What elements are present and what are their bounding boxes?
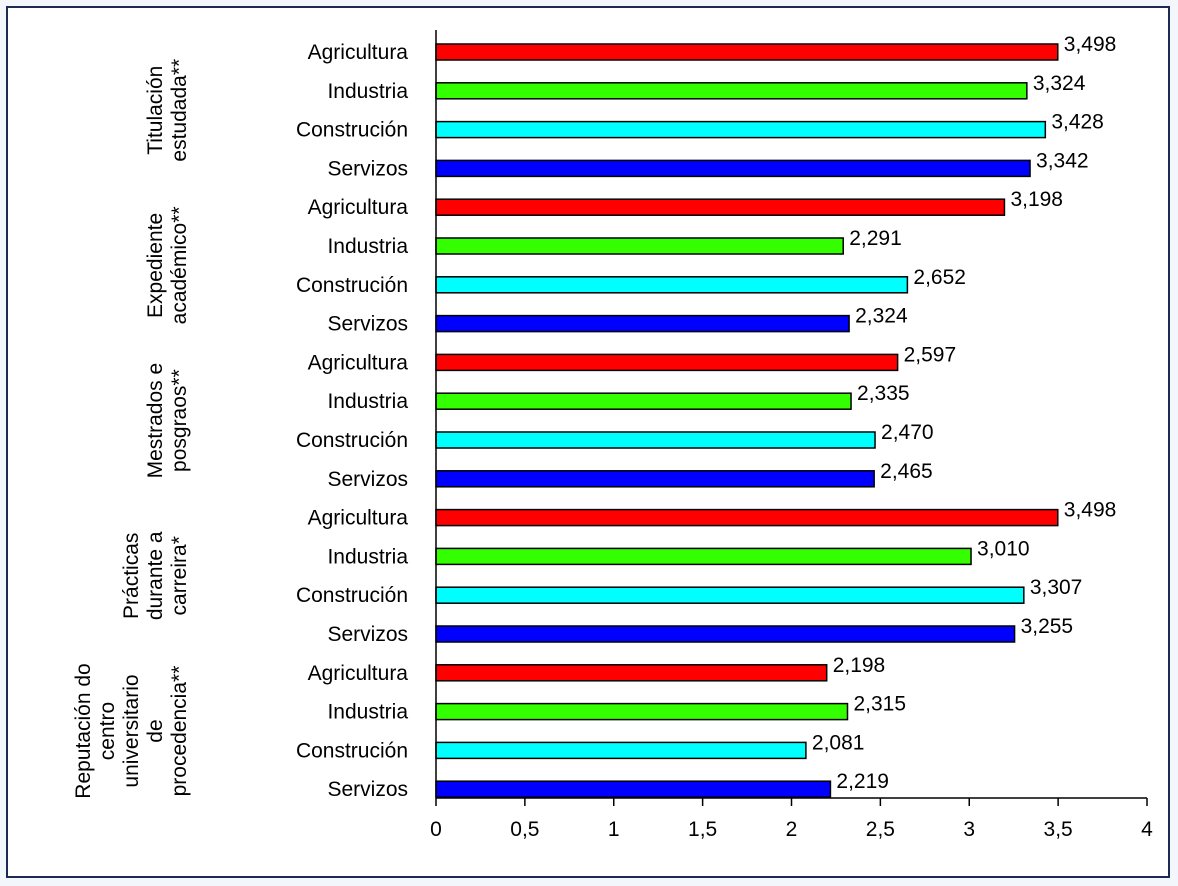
value-label: 2,597 <box>904 343 957 366</box>
group-label: centro <box>96 702 119 760</box>
group-label: posgraos** <box>168 369 191 472</box>
value-label: 3,498 <box>1064 33 1117 56</box>
value-label: 3,010 <box>977 537 1030 560</box>
category-label: Construción <box>296 119 408 142</box>
value-label: 2,315 <box>853 693 906 716</box>
value-label: 3,307 <box>1030 576 1083 599</box>
group-label: Expediente <box>144 213 167 318</box>
bar-construción <box>435 120 1047 139</box>
category-label: Agricultura <box>308 507 409 530</box>
bar-servizos <box>435 625 1016 643</box>
value-label: 2,291 <box>849 227 902 250</box>
category-label: Construción <box>296 429 408 452</box>
bar-agricultura <box>435 198 1006 216</box>
x-tick-label: 2 <box>786 818 798 841</box>
group-label: de <box>144 719 167 742</box>
bar-servizos <box>435 780 832 798</box>
value-label: 2,324 <box>855 305 908 328</box>
category-label: Agricultura <box>308 196 409 219</box>
group-label: carreira* <box>168 536 191 615</box>
bar-construción <box>435 586 1025 604</box>
category-label: Industria <box>327 545 408 568</box>
group-label: Reputación do <box>72 663 95 798</box>
group-label: Titulación <box>144 66 167 155</box>
bar-construción <box>435 276 909 294</box>
category-label: Construción <box>296 584 408 607</box>
value-label: 3,324 <box>1033 72 1086 95</box>
group-label: Prácticas <box>120 533 143 619</box>
category-label: Industria <box>327 390 408 413</box>
category-label: Industria <box>327 80 408 103</box>
bar-agricultura <box>435 43 1059 61</box>
value-label: 3,255 <box>1021 615 1074 638</box>
x-tick-label: 3,5 <box>1044 818 1073 841</box>
category-label: Servizos <box>327 468 408 491</box>
bar-agricultura <box>435 353 899 372</box>
x-tick-label: 0 <box>430 818 442 841</box>
bar-industria <box>435 702 849 721</box>
value-label: 2,652 <box>913 266 966 289</box>
value-label: 2,335 <box>857 382 910 405</box>
bar-industria <box>435 547 972 566</box>
value-label: 3,198 <box>1010 188 1063 211</box>
category-label: Construción <box>296 274 408 297</box>
bar-agricultura <box>435 664 828 682</box>
bar-servizos <box>435 314 850 333</box>
value-label: 2,470 <box>881 421 934 444</box>
category-label: Agricultura <box>308 351 409 374</box>
group-label: procedencia** <box>168 666 191 797</box>
chart-frame: Agricultura 3,498 Industria 3,324 Construció… <box>6 6 1170 878</box>
group-label: universitario <box>120 674 143 787</box>
category-label: Servizos <box>327 778 408 801</box>
category-label: Servizos <box>327 157 408 180</box>
category-label: Servizos <box>327 623 408 646</box>
group-label: Mestrados e <box>144 363 167 479</box>
category-label: Industria <box>327 235 408 258</box>
bar-servizos <box>435 159 1031 178</box>
category-label: Agricultura <box>308 41 409 64</box>
value-label: 3,428 <box>1051 111 1104 134</box>
x-tick-label: 1,5 <box>688 818 717 841</box>
bar-chart: Agricultura 3,498 Industria 3,324 Construció… <box>72 30 1153 841</box>
category-label: Agricultura <box>308 662 409 685</box>
value-label: 3,498 <box>1064 499 1117 522</box>
value-label: 3,342 <box>1036 149 1089 172</box>
value-label: 2,465 <box>880 460 933 483</box>
group-label: académico** <box>168 206 191 324</box>
x-tick-label: 2,5 <box>866 818 895 841</box>
value-label: 2,219 <box>836 770 889 793</box>
bar-industria <box>435 82 1028 100</box>
x-tick-label: 0,5 <box>510 818 539 841</box>
bar-agricultura <box>435 508 1059 527</box>
category-label: Construción <box>296 739 408 762</box>
value-label: 2,198 <box>833 654 886 677</box>
bar-industria <box>435 237 844 255</box>
value-label: 2,081 <box>812 731 865 754</box>
bar-servizos <box>435 470 875 488</box>
group-label: estudada** <box>168 59 191 162</box>
x-tick-label: 4 <box>1141 818 1153 841</box>
bar-industria <box>435 392 852 410</box>
category-label: Servizos <box>327 313 408 336</box>
bar-construción <box>435 741 807 760</box>
x-tick-label: 3 <box>963 818 975 841</box>
category-label: Industria <box>327 701 408 724</box>
bar-construción <box>435 431 876 449</box>
x-tick-label: 1 <box>608 818 620 841</box>
group-label: durante a <box>144 531 167 620</box>
